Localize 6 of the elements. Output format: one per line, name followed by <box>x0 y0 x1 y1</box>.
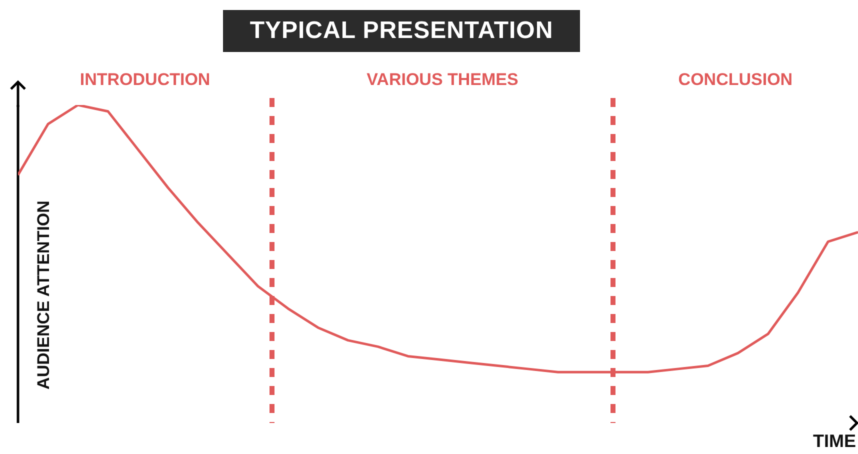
text: INTRODUCTION <box>78 70 212 90</box>
text: CONCLUSION <box>677 70 794 90</box>
y-axis-title: AUDIENCE ATTENTION <box>34 200 54 392</box>
text: VARIOUS THEMES <box>366 70 520 90</box>
x-axis-title: TIME <box>813 431 856 452</box>
chart-title: TYPICAL PRESENTATION <box>223 10 580 52</box>
